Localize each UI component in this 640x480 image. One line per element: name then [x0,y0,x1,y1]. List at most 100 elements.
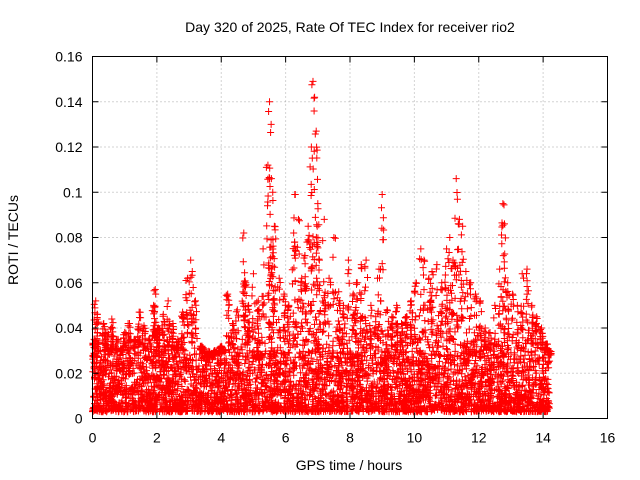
roti-peak-point [330,234,338,241]
roti-peak-point [270,222,278,230]
roti-peak-point [438,279,446,287]
roti-peak-point [496,265,504,273]
roti-peak-point [472,290,480,298]
roti-peak-point [233,306,241,314]
roti-peak-point [375,265,383,273]
roti-peak-point [378,191,386,199]
x-axis-label: GPS time / hours [296,457,403,473]
roti-peak-point [269,188,277,196]
roti-peak-point [301,252,309,260]
roti-peak-point [335,288,343,296]
roti-peak-point [312,127,320,135]
roti-peak-point [518,270,526,278]
roti-peak-point [154,324,162,332]
roti-peak-point [420,256,428,264]
roti-peak-point [290,229,298,237]
roti-peak-point [90,335,98,343]
x-tick-label: 10 [407,430,423,446]
roti-peak-point [229,319,237,327]
x-tick-label: 8 [346,430,354,446]
roti-peak-point [452,175,460,183]
roti-peak-point [372,313,380,321]
roti-peak-point [412,279,420,287]
roti-peak-point [352,279,360,287]
roti-peak-point [275,274,283,282]
roti-peak-point [528,301,536,309]
y-tick-label: 0.08 [55,230,82,246]
roti-peak-point [113,335,121,343]
roti-peak-point [145,335,153,343]
roti-peak-point [179,308,187,316]
grid-lines [92,56,608,419]
roti-peak-point [504,279,512,287]
roti-peak-point [211,351,219,359]
roti-peak-point [224,290,232,298]
roti-peak-point [240,229,248,237]
y-tick-label: 0.02 [55,365,82,381]
roti-peak-point [187,256,195,264]
roti-peak-point [150,301,158,309]
roti-peak-point [291,191,299,199]
roti-peak-point [320,215,328,223]
y-tick-label: 0.12 [55,139,82,155]
roti-peak-point [169,319,177,327]
roti-peak-point [542,340,550,348]
roti-peak-point [204,358,212,366]
y-tick-label: 0 [75,411,83,427]
roti-peak-point [455,215,463,223]
roti-peak-point [388,313,396,321]
roti-peak-point [174,335,182,343]
roti-peak-point [446,234,454,241]
roti-peak-point [357,261,365,269]
roti-peak-point [198,342,206,350]
roti-peak-point [217,342,225,350]
roti-peak-point [449,256,457,264]
roti-peak-point [295,215,302,223]
roti-peak-point [307,143,315,151]
roti-peak-point [314,200,322,208]
roti-peak-point [103,329,111,337]
roti-peak-point [486,329,494,337]
roti-peak-point [546,351,554,359]
roti-peak-point [362,256,370,264]
roti-peak-point [383,306,391,314]
roti-peak-point [459,222,467,230]
roti-peak-point [467,279,475,287]
roti-peak-point [428,267,436,275]
roti-peak-point [100,319,108,327]
roti-peak-point [501,220,508,228]
roti-peak-point [315,256,323,264]
roti-peak-point [476,297,484,305]
roti-peak-point [393,301,401,309]
x-tick-label: 14 [535,430,551,446]
roti-peak-point [93,310,101,318]
roti-peak-point [309,77,317,85]
roti-peak-point [538,324,546,332]
roti-peak-point [249,270,257,278]
roti-peak-point [183,274,191,282]
roti-noise-cloud [89,81,555,416]
x-tick-label: 12 [471,430,487,446]
roti-peak-point [398,319,405,327]
roti-peak-point [340,301,348,309]
roti-peak-point [266,98,274,106]
roti-peak-point [298,274,306,282]
roti-peak-point [325,274,333,282]
roti-peak-point [425,274,433,282]
roti-peak-point [245,301,253,309]
roti-peak-point [259,245,267,253]
roti-peak-point [349,290,357,298]
data-points [89,77,555,416]
roti-peak-point [121,329,129,337]
roti-peak-point [135,308,143,316]
roti-peak-point [108,315,116,323]
roti-peak-point [264,161,272,169]
roti-peak-point [523,265,531,273]
x-tick-label: 0 [89,430,97,446]
roti-peak-point [126,319,134,327]
plot-frame [92,56,608,419]
y-axis-label: ROTI / TECUs [5,195,21,285]
roti-peak-point [164,297,172,305]
x-tick-label: 4 [217,430,225,446]
